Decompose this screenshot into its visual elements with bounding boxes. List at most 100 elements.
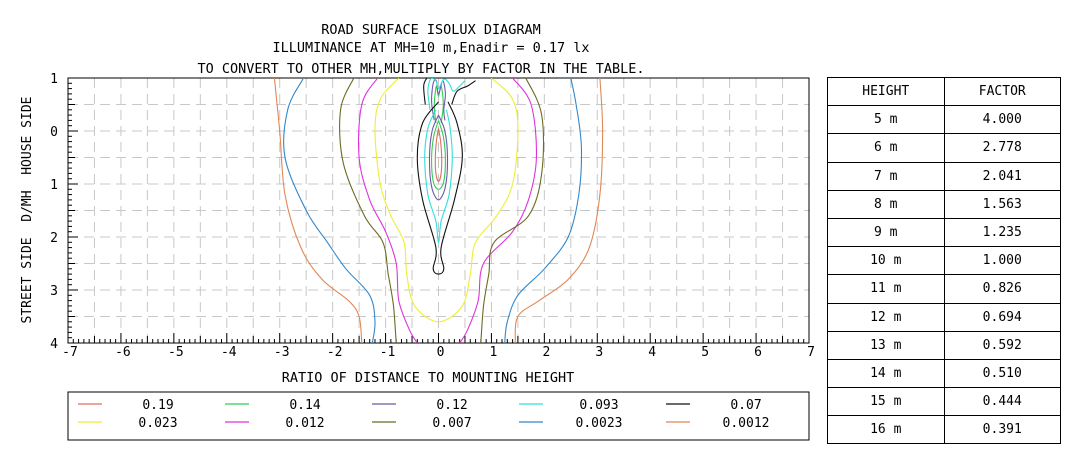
chart-title: ROAD SURFACE ISOLUX DIAGRAM <box>321 22 540 38</box>
isolux-contour-1 <box>431 120 446 190</box>
legend-label: 0.093 <box>579 398 618 413</box>
legend-label: 0.12 <box>436 398 467 413</box>
isolux-contour-6 <box>357 78 418 343</box>
factor-table-row: 9 m 1.235 <box>827 217 1061 248</box>
isolux-contour-2 <box>428 114 449 201</box>
x-tick-label: -7 <box>62 345 78 360</box>
height-cell: 10 m <box>827 246 945 276</box>
legend-label: 0.14 <box>289 398 320 413</box>
isolux-contour-2 <box>431 79 446 121</box>
factor-table-row: 11 m 0.826 <box>827 274 1061 304</box>
isolux-contour-8 <box>283 78 376 343</box>
axis-ticks <box>67 77 810 344</box>
legend-label: 0.012 <box>285 416 324 431</box>
x-tick-label: -4 <box>221 345 237 360</box>
height-cell: 5 m <box>827 105 945 135</box>
x-tick-label: 3 <box>595 345 603 360</box>
legend-label: 0.023 <box>138 416 177 431</box>
factor-cell: 4.000 <box>943 105 1061 135</box>
isolux-contour-4 <box>423 78 428 105</box>
isolux-contour-5 <box>374 78 519 323</box>
isolux-chart: ROAD SURFACE ISOLUX DIAGRAM ILLUMINANCE … <box>20 22 815 441</box>
x-tick-label: 4 <box>648 345 656 360</box>
x-axis-label: RATIO OF DISTANCE TO MOUNTING HEIGHT <box>282 370 575 386</box>
chart-subtitle-2: TO CONVERT TO OTHER MH,MULTIPLY BY FACTO… <box>197 61 644 77</box>
isolux-contour-3 <box>424 109 453 243</box>
isolux-contour-8 <box>504 78 583 343</box>
isolux-contour-0 <box>434 128 443 182</box>
factor-cell: 1.000 <box>943 246 1061 276</box>
factor-table-row: 7 m 2.041 <box>827 161 1061 191</box>
isolux-contour-1 <box>433 85 444 124</box>
factor-table-row: 5 m 4.000 <box>827 105 1061 135</box>
isolux-contour-7 <box>339 78 397 343</box>
x-tick-label: 2 <box>542 345 550 360</box>
factor-table-row: 12 m 0.694 <box>827 302 1061 332</box>
y-tick-label: 1 <box>50 72 58 87</box>
factor-cell: 2.778 <box>943 133 1061 163</box>
x-tick-label: 7 <box>807 345 815 360</box>
factor-table-row: 6 m 2.778 <box>827 133 1061 163</box>
x-tick-label: 0 <box>437 345 445 360</box>
factor-table-row: 16 m 0.391 <box>827 415 1061 445</box>
isolux-contour-9 <box>514 78 604 343</box>
isolux-contour-3 <box>427 78 466 110</box>
y-tick-label: 0 <box>50 125 58 140</box>
legend-box <box>67 391 810 441</box>
legend-label: 0.0012 <box>723 416 770 431</box>
factor-table-row: 10 m 1.000 <box>827 246 1061 276</box>
isolux-contour-9 <box>273 78 363 343</box>
factor-table-row: 15 m 0.444 <box>827 387 1061 417</box>
x-tick-label: 5 <box>701 345 709 360</box>
legend-label: 0.19 <box>142 398 173 413</box>
factor-cell: 0.694 <box>943 302 1061 332</box>
legend-label: 0.007 <box>432 416 471 431</box>
factor-column-header: FACTOR <box>943 76 1061 107</box>
height-cell: 16 m <box>827 415 945 445</box>
height-cell: 6 m <box>827 133 945 163</box>
x-tick-label: -3 <box>274 345 290 360</box>
chart-subtitle: ILLUMINANCE AT MH=10 m,Enadir = 0.17 lx <box>273 40 590 56</box>
x-tick-label: -6 <box>115 345 131 360</box>
y-tick-label: 4 <box>50 337 58 352</box>
height-cell: 14 m <box>827 358 945 389</box>
y-tick-label: 1 <box>50 178 58 193</box>
height-cell: 11 m <box>827 274 945 304</box>
height-cell: 9 m <box>827 217 945 248</box>
factor-cell: 0.391 <box>943 415 1061 445</box>
x-tick-label: -1 <box>380 345 396 360</box>
y-tick-label: 3 <box>50 284 58 299</box>
factor-table-header: HEIGHT FACTOR <box>827 76 1061 107</box>
factor-cell: 0.592 <box>943 330 1061 360</box>
height-cell: 12 m <box>827 302 945 332</box>
y-tick-label: 2 <box>50 231 58 246</box>
factor-cell: 0.510 <box>943 358 1061 389</box>
height-cell: 7 m <box>827 161 945 191</box>
x-tick-label: -5 <box>168 345 184 360</box>
factor-cell: 0.444 <box>943 387 1061 417</box>
height-cell: 13 m <box>827 330 945 360</box>
factor-table: HEIGHT FACTOR 5 m 4.000 6 m 2.778 7 m 2.041 8 … <box>827 76 1061 445</box>
isolux-contour-6 <box>459 78 538 343</box>
contour-lines <box>273 78 604 343</box>
isolux-contour-7 <box>480 78 545 343</box>
legend-label: 0.0023 <box>576 416 623 431</box>
isolux-contour-4 <box>451 80 476 105</box>
y-axis-label: STREET SIDE D/MH HOUSE SIDE <box>20 97 35 324</box>
legend-label: 0.07 <box>730 398 761 413</box>
factor-cell: 1.563 <box>943 189 1061 219</box>
factor-cell: 1.235 <box>943 217 1061 248</box>
grid-lines <box>68 78 809 343</box>
factor-cell: 0.826 <box>943 274 1061 304</box>
height-cell: 8 m <box>827 189 945 219</box>
x-tick-label: 6 <box>754 345 762 360</box>
isolux-contour-4 <box>416 101 463 275</box>
x-tick-label: -2 <box>327 345 343 360</box>
factor-table-row: 13 m 0.592 <box>827 330 1061 360</box>
factor-table-row: 8 m 1.563 <box>827 189 1061 219</box>
height-cell: 15 m <box>827 387 945 417</box>
x-tick-label: 1 <box>490 345 498 360</box>
factor-table-row: 14 m 0.510 <box>827 358 1061 389</box>
factor-cell: 2.041 <box>943 161 1061 191</box>
height-column-header: HEIGHT <box>827 76 945 107</box>
